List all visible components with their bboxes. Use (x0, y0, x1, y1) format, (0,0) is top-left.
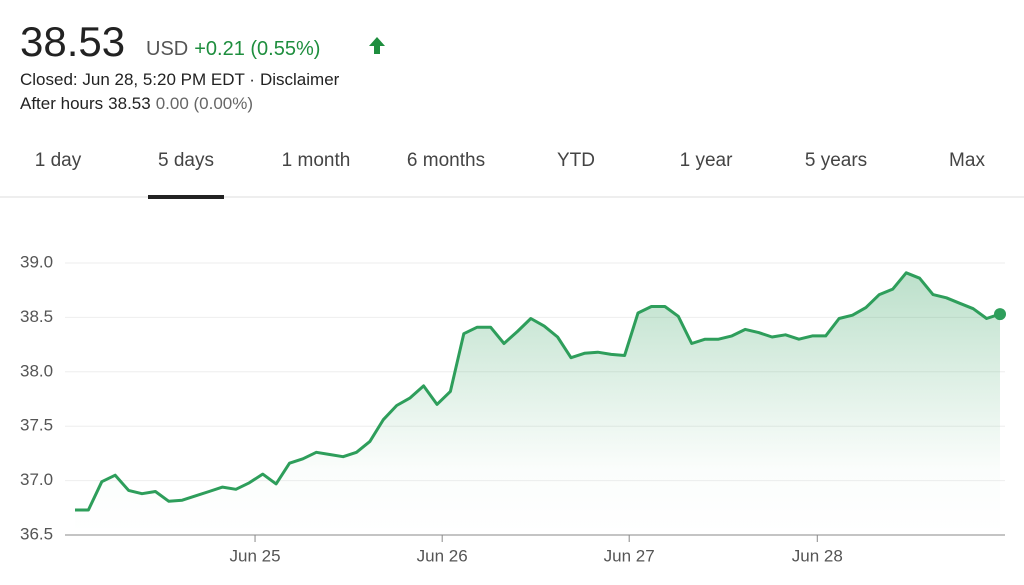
active-tab-underline (148, 195, 224, 199)
x-tick-label: Jun 25 (230, 546, 281, 565)
after-hours-line: After hours 38.53 0.00 (0.00%) (20, 94, 253, 113)
y-tick-label: 36.5 (20, 524, 53, 543)
change: +0.21 (0.55%) (194, 38, 320, 60)
tab[interactable]: YTD (557, 150, 595, 171)
last-point (994, 308, 1006, 321)
chart: 36.5 37.0 37.5 38.0 38.5 39.0 Jun 25 Jun 26 Jun … (20, 252, 1006, 565)
x-tick-label: Jun 27 (604, 546, 655, 565)
area-fill (75, 272, 1000, 535)
x-tick-label: Jun 28 (792, 546, 843, 565)
status: Closed: Jun 28, 5:20 PM EDT · (20, 70, 255, 89)
after-hours-label: After hours (20, 94, 103, 113)
tab[interactable]: 5 years (805, 150, 867, 171)
tab[interactable]: Max (949, 150, 985, 171)
y-tick-label: 38.5 (20, 307, 53, 326)
up-arrow (369, 37, 385, 54)
price: 38.53 (20, 18, 125, 65)
price-line (75, 271, 1001, 512)
tabs: 1 day 5 days 1 month 6 months YTD 1 year 5 yea… (35, 150, 985, 199)
tab[interactable]: 6 months (407, 150, 485, 171)
status-line: Closed: Jun 28, 5:20 PM EDT · Disclaimer (20, 70, 340, 89)
x-tick-label: Jun 26 (417, 546, 468, 565)
after-hours-price: 38.53 (108, 94, 151, 113)
y-tick-label: 39.0 (20, 252, 53, 271)
disclaimer-link[interactable]: Disclaimer (260, 70, 340, 89)
tab[interactable]: 5 days (158, 150, 214, 171)
tab[interactable]: 1 year (680, 150, 733, 171)
y-tick-label: 38.0 (20, 361, 53, 380)
after-hours-change: 0.00 (0.00%) (156, 94, 253, 113)
tab[interactable]: 1 day (35, 150, 82, 171)
price-change-line: USD +0.21 (0.55%) (146, 38, 320, 60)
y-tick-label: 37.5 (20, 416, 53, 435)
tab[interactable]: 1 month (282, 150, 351, 171)
currency: USD (146, 38, 188, 60)
y-tick-label: 37.0 (20, 470, 53, 489)
